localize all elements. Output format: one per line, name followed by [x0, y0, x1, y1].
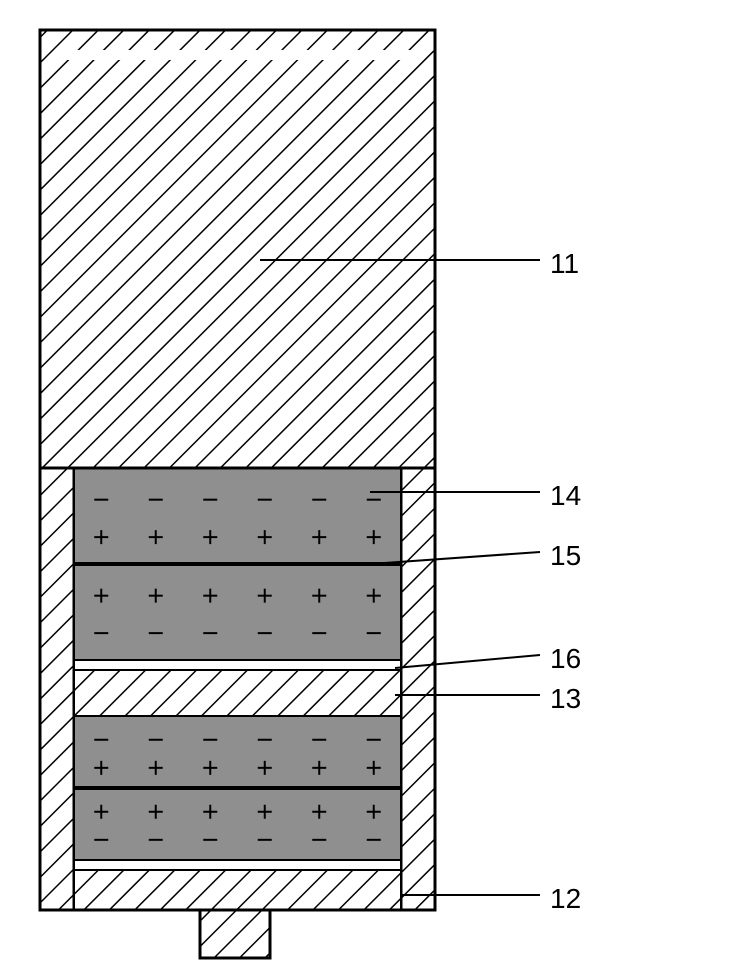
label-11: 11	[550, 248, 579, 280]
label-14: 14	[550, 480, 581, 512]
label-16: 16	[550, 643, 581, 675]
label-12: 12	[550, 883, 581, 915]
diagram-svg	[0, 0, 750, 968]
diagram-container: 11 12 13 14 15 16	[0, 0, 750, 968]
label-13: 13	[550, 683, 581, 715]
label-15: 15	[550, 540, 581, 572]
